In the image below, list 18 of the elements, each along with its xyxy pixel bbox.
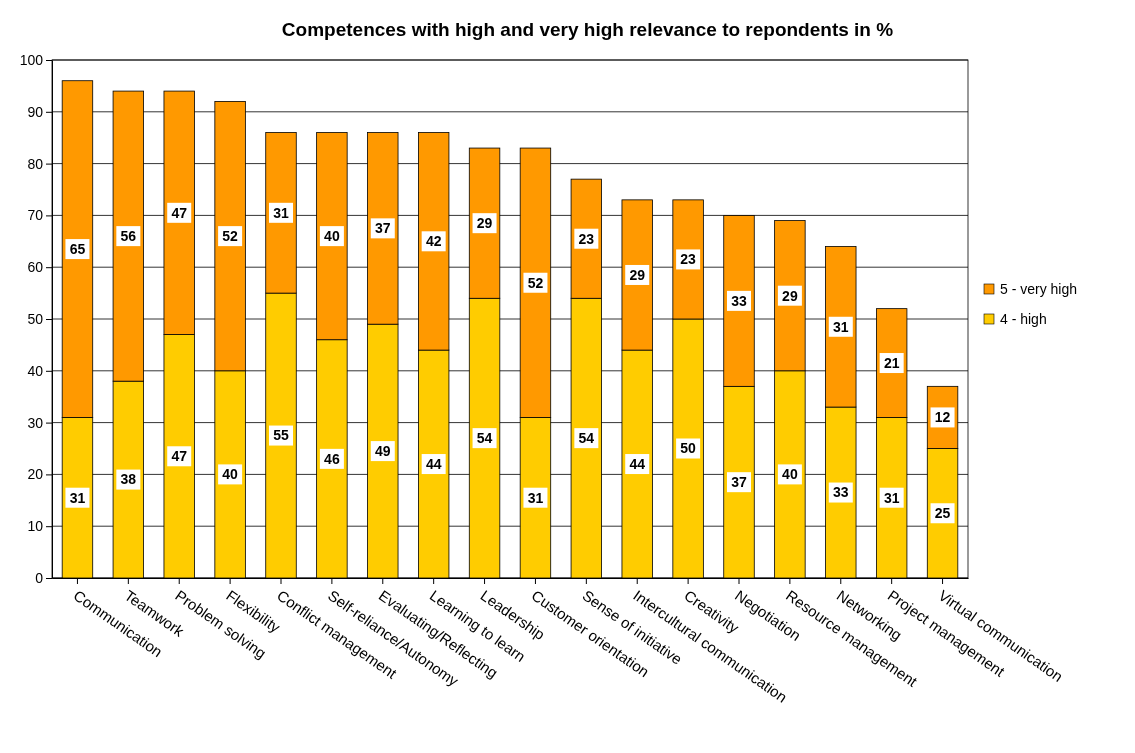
y-tick-label: 50 bbox=[27, 310, 44, 327]
y-tick-label: 70 bbox=[27, 207, 44, 224]
y-tick-label: 10 bbox=[27, 518, 44, 535]
y-tick-label: 0 bbox=[35, 569, 44, 586]
y-tick-label: 20 bbox=[27, 466, 44, 483]
y-tick-label: 90 bbox=[27, 103, 44, 120]
data-label: 40 bbox=[782, 466, 798, 483]
data-label: 29 bbox=[782, 287, 798, 304]
y-tick-label: 60 bbox=[27, 259, 44, 276]
y-tick-label: 40 bbox=[27, 362, 44, 379]
y-tick-label: 80 bbox=[27, 155, 44, 172]
legend-label: 4 - high bbox=[1000, 310, 1047, 327]
data-label: 40 bbox=[324, 228, 340, 245]
legend-label: 5 - very high bbox=[1000, 280, 1078, 297]
y-tick-label: 30 bbox=[27, 414, 44, 431]
chart-title: Competences with high and very high relevance to repondents in % bbox=[281, 19, 894, 40]
data-label: 46 bbox=[324, 450, 340, 467]
y-tick-label: 100 bbox=[19, 51, 44, 68]
